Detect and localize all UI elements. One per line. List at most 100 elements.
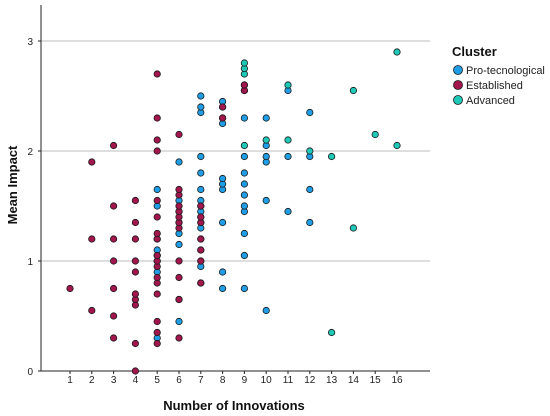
data-point bbox=[393, 141, 401, 150]
data-point bbox=[240, 251, 248, 260]
data-point bbox=[219, 284, 227, 293]
data-point bbox=[110, 257, 118, 265]
data-point bbox=[219, 218, 227, 227]
data-point bbox=[240, 284, 248, 293]
y-axis-title: Mean Impact bbox=[5, 145, 20, 224]
data-point bbox=[153, 136, 161, 144]
x-tick-label: 9 bbox=[242, 375, 248, 386]
data-point bbox=[110, 334, 118, 342]
data-point bbox=[306, 185, 314, 194]
data-point bbox=[284, 81, 292, 89]
x-tick-label: 7 bbox=[198, 375, 204, 386]
legend-label: Established bbox=[466, 80, 523, 92]
data-point bbox=[175, 295, 183, 304]
data-point bbox=[284, 207, 292, 216]
data-point bbox=[153, 290, 161, 298]
data-point bbox=[327, 328, 336, 337]
data-point bbox=[175, 130, 183, 139]
data-point bbox=[219, 268, 227, 276]
legend-title: Cluster bbox=[452, 44, 497, 59]
data-point bbox=[153, 147, 161, 155]
data-point bbox=[240, 202, 248, 210]
data-point bbox=[175, 273, 183, 282]
data-point bbox=[175, 158, 183, 166]
axes bbox=[40, 5, 430, 372]
data-point bbox=[284, 152, 292, 161]
x-axis-title: Number of Innovations bbox=[163, 398, 305, 413]
data-point bbox=[240, 229, 248, 238]
data-point bbox=[110, 312, 118, 320]
data-point bbox=[240, 191, 248, 199]
x-tick-label: 8 bbox=[220, 375, 226, 386]
legend-marker bbox=[453, 80, 463, 90]
data-point bbox=[153, 213, 161, 221]
data-point bbox=[153, 185, 161, 194]
data-point bbox=[110, 141, 118, 150]
x-tick-label: 4 bbox=[133, 375, 139, 386]
data-point bbox=[131, 268, 139, 276]
legend-label: Advanced bbox=[466, 95, 515, 107]
data-point bbox=[240, 59, 248, 67]
data-point bbox=[131, 290, 139, 298]
data-point bbox=[262, 196, 270, 205]
legend-marker bbox=[453, 95, 463, 105]
data-point bbox=[110, 202, 118, 210]
data-point bbox=[393, 48, 401, 56]
legend-marker bbox=[453, 65, 463, 75]
data-point bbox=[219, 174, 227, 183]
x-tick-labels: 1 2 3 4 5 6 7 8 9 10 11 12 13 14 15 16 bbox=[67, 371, 403, 386]
data-point bbox=[131, 367, 139, 375]
data-point bbox=[66, 284, 74, 293]
data-point bbox=[262, 306, 270, 315]
data-point bbox=[153, 317, 161, 326]
legend: Cluster Pro-tecnological Established Advan… bbox=[452, 44, 545, 107]
data-point bbox=[306, 108, 314, 117]
data-point bbox=[153, 196, 161, 205]
data-point bbox=[88, 158, 96, 166]
data-point bbox=[197, 257, 205, 265]
data-point bbox=[240, 169, 248, 177]
data-point bbox=[175, 240, 183, 249]
data-point bbox=[197, 213, 205, 221]
data-point bbox=[197, 279, 205, 287]
x-tick-label: 10 bbox=[261, 375, 273, 386]
data-point bbox=[153, 229, 161, 238]
data-point bbox=[110, 284, 118, 293]
y-tick-label: 3 bbox=[27, 37, 33, 48]
data-points bbox=[66, 48, 401, 375]
legend-items: Pro-tecnological Established Advanced bbox=[453, 65, 545, 107]
x-tick-label: 2 bbox=[89, 375, 95, 386]
grid-lines bbox=[41, 40, 430, 262]
x-tick-label: 6 bbox=[176, 375, 182, 386]
data-point bbox=[175, 257, 183, 265]
data-point bbox=[153, 114, 161, 122]
data-point bbox=[88, 306, 96, 315]
data-point bbox=[131, 339, 139, 348]
data-point bbox=[131, 196, 139, 205]
data-point bbox=[306, 218, 314, 227]
data-point bbox=[197, 185, 205, 194]
data-point bbox=[131, 257, 139, 265]
x-tick-label: 14 bbox=[348, 375, 360, 386]
x-tick-label: 3 bbox=[111, 375, 117, 386]
x-tick-label: 16 bbox=[391, 375, 403, 386]
data-point bbox=[219, 103, 227, 111]
data-point bbox=[153, 273, 161, 282]
data-point bbox=[219, 114, 227, 122]
x-tick-label: 15 bbox=[370, 375, 382, 386]
data-point bbox=[262, 136, 270, 144]
data-point bbox=[240, 152, 248, 161]
data-point bbox=[197, 92, 205, 100]
data-point bbox=[262, 114, 270, 122]
data-point bbox=[197, 246, 205, 254]
data-point bbox=[240, 114, 248, 122]
data-point bbox=[349, 86, 357, 95]
x-tick-label: 1 bbox=[67, 375, 73, 386]
y-tick-label: 2 bbox=[27, 147, 33, 158]
data-point bbox=[371, 130, 379, 139]
y-tick-label: 0 bbox=[27, 367, 33, 378]
data-point bbox=[175, 317, 183, 326]
data-point bbox=[349, 224, 357, 232]
data-point bbox=[284, 136, 292, 144]
